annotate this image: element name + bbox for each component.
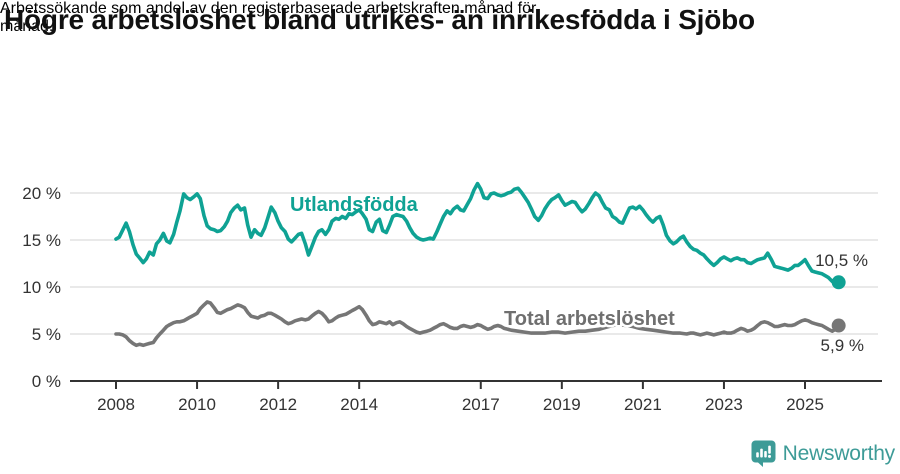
series-label-utlandsfodda: Utlandsfödda bbox=[290, 194, 419, 216]
x-tick-label: 2014 bbox=[340, 395, 378, 414]
y-tick-label: 20 % bbox=[22, 184, 61, 203]
x-tick-label: 2021 bbox=[624, 395, 662, 414]
series-end-dot-1 bbox=[831, 318, 846, 333]
newsworthy-logo: Newsworthy bbox=[751, 440, 895, 467]
y-tick-label: 15 % bbox=[22, 231, 61, 250]
series-label-total-arbetsloshet: Total arbetslöshet bbox=[504, 308, 675, 330]
series-line-0 bbox=[114, 181, 841, 286]
chart-subtitle-line-2: månad. bbox=[0, 18, 54, 35]
x-tick-label: 2025 bbox=[786, 395, 824, 414]
x-tick-label: 2010 bbox=[178, 395, 216, 414]
chart-plot-area: 0 % 5 % 10 % 15 % 20 % 2008 2010 2012 2014 2017 20… bbox=[22, 181, 882, 414]
x-tick-label: 2019 bbox=[543, 395, 581, 414]
y-tick-label: 10 % bbox=[22, 278, 61, 297]
y-tick-label: 5 % bbox=[32, 325, 61, 344]
chart-title: Högre arbetslöshet bland utrikes- än inr… bbox=[4, 4, 755, 35]
newsworthy-bubble-chart-icon bbox=[751, 440, 776, 467]
x-tick-label: 2023 bbox=[705, 395, 743, 414]
end-value-label-total: 5,9 % bbox=[821, 336, 864, 355]
chart-subtitle-line-1: Arbetssökande som andel av den registerb… bbox=[0, 0, 537, 17]
series-end-dot-0 bbox=[831, 275, 846, 290]
x-tick-label: 2008 bbox=[97, 395, 135, 414]
x-tick-label: 2012 bbox=[259, 395, 297, 414]
end-value-label-utlandsfodda: 10,5 % bbox=[815, 251, 868, 270]
series-line-1 bbox=[114, 300, 841, 348]
x-tick-label: 2017 bbox=[462, 395, 500, 414]
newsworthy-wordmark: Newsworthy bbox=[782, 441, 896, 465]
y-tick-label: 0 % bbox=[32, 372, 61, 391]
